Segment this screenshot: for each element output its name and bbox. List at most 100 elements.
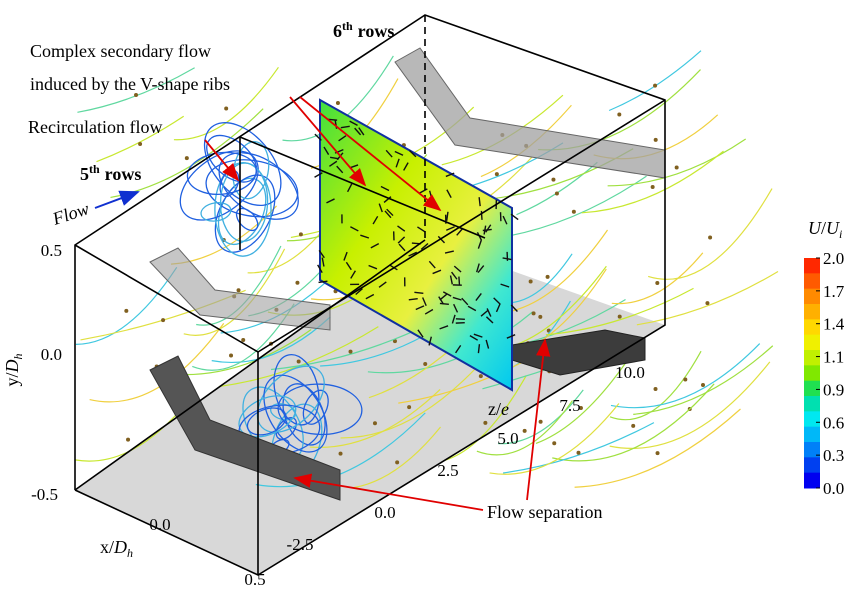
streamline (609, 51, 701, 111)
velocity-vector (456, 319, 465, 320)
colorbar-tick-label: 0.9 (823, 380, 844, 399)
y-tick-label: 0.5 (41, 241, 62, 260)
flow-label: Flow (49, 198, 91, 229)
velocity-vector (481, 211, 482, 220)
stream-marker (423, 362, 427, 366)
stream-marker (631, 424, 635, 428)
row-number: 5 (80, 164, 89, 184)
vortex-loop (232, 205, 261, 235)
stream-marker (705, 301, 709, 305)
x-axis-label: x/Dh (100, 537, 133, 560)
stream-marker (495, 172, 499, 176)
row-suffix: th (342, 19, 353, 33)
stream-marker (532, 311, 536, 315)
stream-marker (407, 405, 411, 409)
recirculation-label: Recirculation flow (28, 117, 162, 137)
label-sym: e (501, 399, 509, 419)
stream-marker (577, 451, 581, 455)
streamline (516, 162, 597, 214)
stream-marker (126, 438, 130, 442)
label-var: z/ (488, 399, 501, 419)
stream-marker (653, 84, 657, 88)
label-sym: D (113, 537, 127, 557)
row-suffix: th (89, 162, 100, 176)
colorbar-band (804, 258, 820, 274)
streamline (648, 189, 772, 280)
figure: Complex secondary flow induced by the V-… (0, 0, 863, 590)
stream-marker (701, 383, 705, 387)
colorbar-band (804, 319, 820, 335)
label-sub: h (11, 353, 25, 359)
z-tick-label: 0.0 (374, 503, 395, 522)
stream-marker (546, 275, 550, 279)
colorbar-band (804, 335, 820, 351)
colorbar-band (804, 396, 820, 412)
stream-marker (395, 460, 399, 464)
stream-marker (479, 374, 483, 378)
row-word: rows (105, 164, 142, 184)
z-tick-label: 10.0 (615, 363, 645, 382)
colorbar-label: U/Ui (808, 218, 842, 241)
secondary-flow-line2: induced by the V-shape ribs (30, 74, 230, 94)
stream-marker (161, 318, 165, 322)
label-var: x/ (100, 537, 114, 557)
colorbar-band (804, 273, 820, 289)
colorbar-tick-label: 1.1 (823, 348, 844, 367)
stream-marker (572, 210, 576, 214)
stream-marker (373, 421, 377, 425)
stream-marker (551, 178, 555, 182)
stream-marker (654, 138, 658, 142)
separation-label: Flow separation (487, 502, 602, 522)
stream-marker (539, 420, 543, 424)
y-axis-label: y/Dh (2, 353, 25, 386)
y-tick-label: -0.5 (31, 485, 58, 504)
colorbar-band (804, 350, 820, 366)
colorbar-tick-label: 0.3 (823, 446, 844, 465)
x-tick-label: 0.5 (244, 570, 265, 589)
colorbar-band (804, 457, 820, 473)
stream-marker (124, 309, 128, 313)
stream-marker (336, 101, 340, 105)
stream-marker (538, 315, 542, 319)
stream-marker (555, 191, 559, 195)
vortex-loop (219, 162, 269, 242)
row-number: 6 (333, 21, 342, 41)
stream-marker (349, 350, 353, 354)
colorbar-tick-label: 0.0 (823, 479, 844, 498)
streamline (76, 267, 177, 344)
velocity-vector (440, 303, 449, 304)
colorbar-band (804, 473, 820, 489)
x-tick-label: 0.0 (149, 515, 170, 534)
stream-marker (617, 113, 621, 117)
colorbar-tick-label: 2.0 (823, 249, 844, 268)
stream-marker (655, 281, 659, 285)
streamline (637, 271, 778, 324)
colorbar: U/Ui 2.01.71.41.10.90.60.30.0 (804, 218, 845, 498)
colorbar-tick-label: 1.7 (823, 282, 845, 301)
label-sym: D (2, 359, 22, 373)
stream-marker (675, 165, 679, 169)
vortex-loop (189, 108, 295, 219)
velocity-vector (414, 292, 423, 293)
label-sym: U (808, 218, 822, 238)
label-sub: i (839, 227, 842, 241)
y-tick-label: 0.0 (41, 345, 62, 364)
stream-marker (224, 107, 228, 111)
secondary-flow-line1: Complex secondary flow (30, 41, 211, 61)
colorbar-band (804, 304, 820, 320)
stream-marker (237, 288, 241, 292)
colorbar-band (804, 365, 820, 381)
stream-marker (529, 280, 533, 284)
stream-marker (656, 451, 660, 455)
streamline (633, 346, 773, 415)
stream-marker (138, 142, 142, 146)
stream-marker (552, 441, 556, 445)
stream-marker (523, 429, 527, 433)
label-var: y/ (2, 372, 22, 386)
stream-marker (185, 156, 189, 160)
row5-label: 5throws (80, 162, 141, 184)
stream-marker (339, 452, 343, 456)
label-sym2: U (826, 218, 840, 238)
colorbar-band (804, 427, 820, 443)
row6-label: 6throws (333, 19, 394, 41)
